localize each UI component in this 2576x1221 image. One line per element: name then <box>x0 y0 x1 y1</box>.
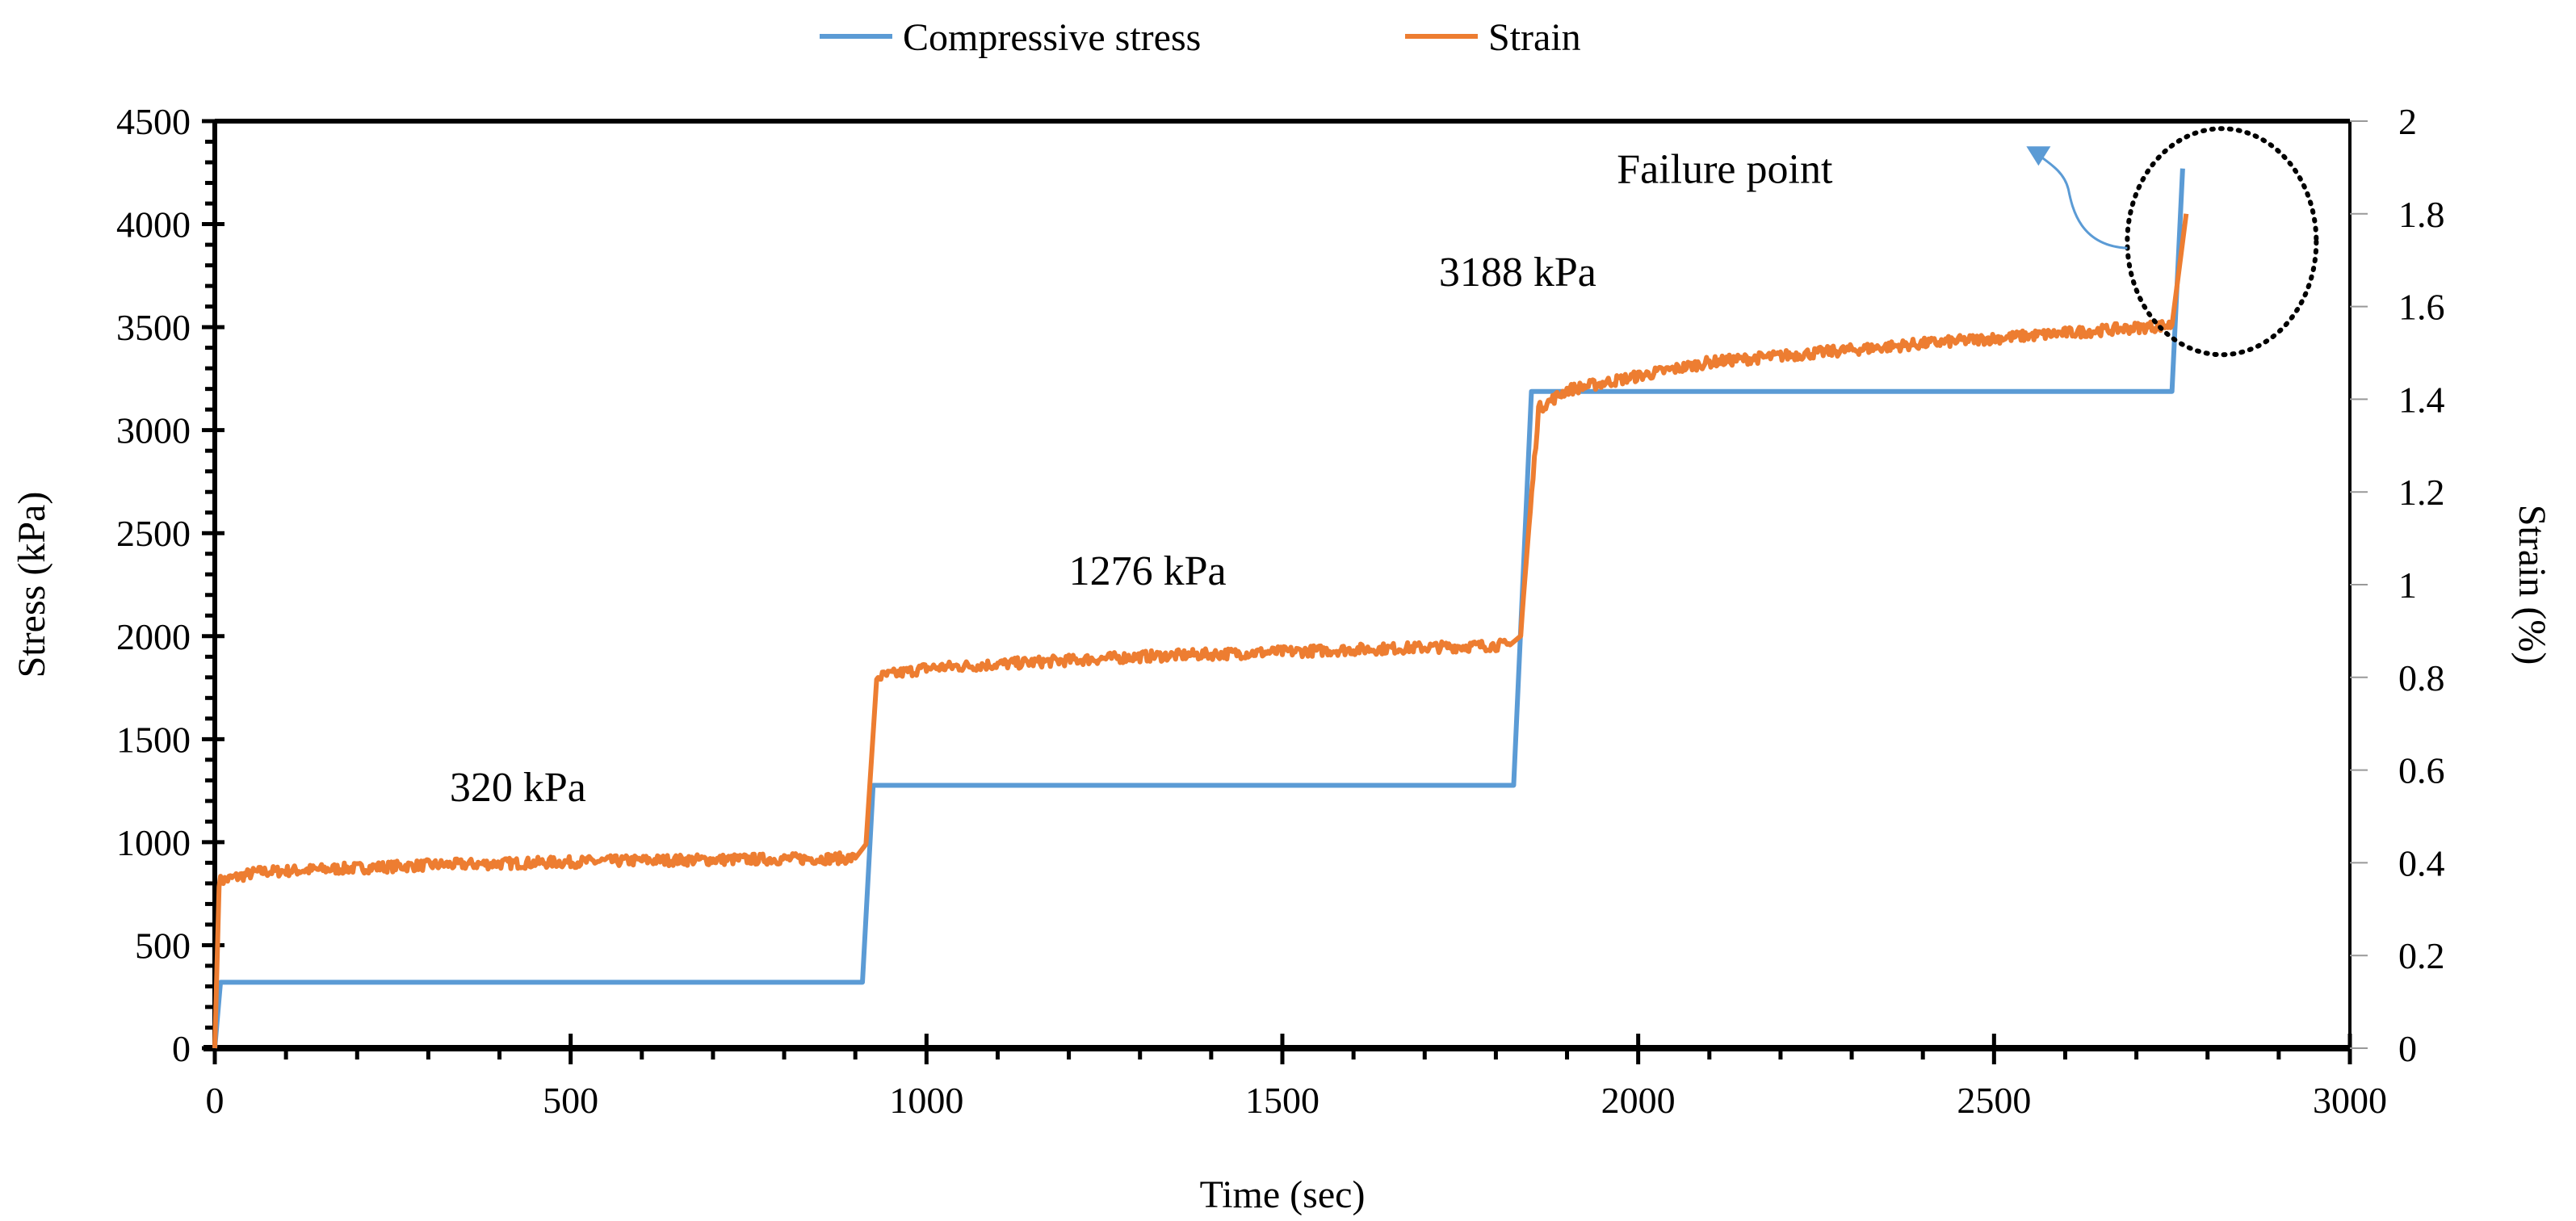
y-tick-label: 500 <box>135 925 191 966</box>
x-tick-label: 2500 <box>1957 1080 2031 1121</box>
x-axis-label: Time (sec) <box>1200 1173 1366 1216</box>
y-tick-label: 1000 <box>116 822 191 863</box>
legend: Compressive stress Strain <box>820 16 1581 59</box>
y2-tick-label: 1 <box>2398 564 2417 606</box>
y-tick-label: 1500 <box>116 719 191 760</box>
legend-label-compressive-stress: Compressive stress <box>903 16 1201 59</box>
failure-arrow <box>2037 153 2128 250</box>
y-tick-label: 2000 <box>116 616 191 657</box>
x-tick-label: 1500 <box>1245 1080 1319 1121</box>
y2-tick-label: 0.4 <box>2398 842 2445 883</box>
x-tick-label: 3000 <box>2313 1080 2387 1121</box>
annotation-label: Failure point <box>1617 147 1833 193</box>
y2-tick-label: 1.4 <box>2398 379 2445 420</box>
y2-tick-label: 1.6 <box>2398 287 2445 328</box>
y2-axis-label: Strain (%) <box>2511 505 2553 665</box>
arrowhead-icon <box>2026 146 2051 166</box>
y-axis-label: Stress (kPa) <box>10 492 53 678</box>
y2-tick-label: 1.8 <box>2398 194 2445 235</box>
y2-tick-label: 0.6 <box>2398 750 2445 791</box>
y2-tick-label: 2 <box>2398 101 2417 142</box>
x-tick-label: 1000 <box>889 1080 963 1121</box>
y2-tick-label: 1.2 <box>2398 472 2445 513</box>
y-tick-label: 3500 <box>116 307 191 348</box>
annotation-label: 1276 kPa <box>1069 548 1227 594</box>
x-tick-label: 500 <box>543 1080 598 1121</box>
failure-region-circle <box>2125 126 2319 358</box>
legend-label-strain: Strain <box>1488 16 1581 59</box>
annotation-label: 320 kPa <box>450 765 586 811</box>
x-tick-label: 2000 <box>1601 1080 1676 1121</box>
x-tick-label: 0 <box>206 1080 224 1121</box>
y-tick-label: 4500 <box>116 101 191 142</box>
series-line-strain <box>212 213 2189 1049</box>
y2-tick-label: 0.2 <box>2398 935 2445 976</box>
y-tick-label: 3000 <box>116 410 191 451</box>
y-tick-label: 2500 <box>116 513 191 554</box>
series-line-compressive-stress <box>212 168 2185 1049</box>
y-tick-label: 4000 <box>116 204 191 245</box>
y-tick-label: 0 <box>172 1028 191 1069</box>
y2-tick-label: 0 <box>2398 1028 2417 1069</box>
y2-tick-label: 0.8 <box>2398 657 2445 699</box>
annotation-label: 3188 kPa <box>1439 250 1596 296</box>
